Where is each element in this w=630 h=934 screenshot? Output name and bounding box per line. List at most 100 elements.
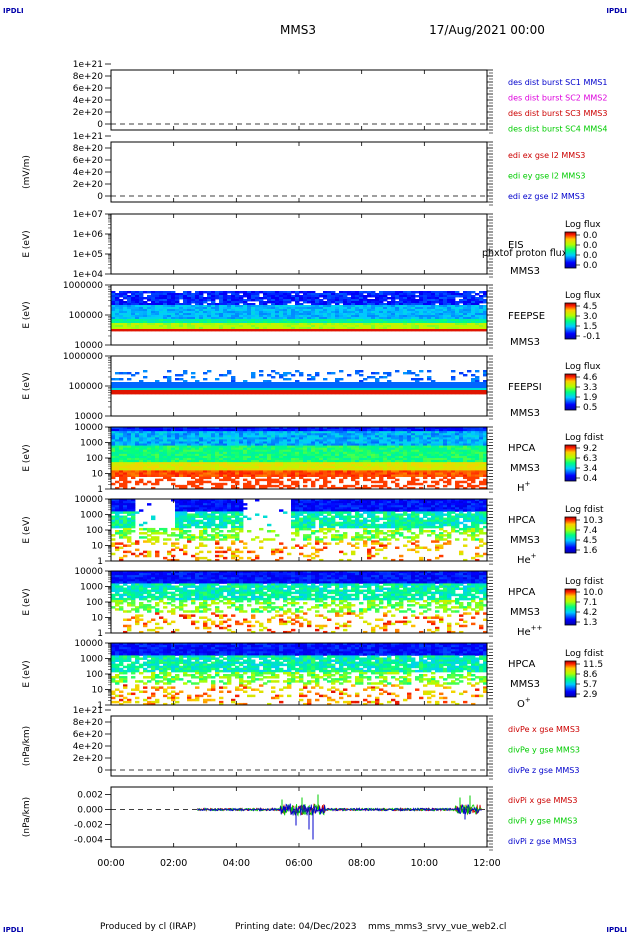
spectrogram-cell — [271, 447, 276, 451]
spectrogram-cell — [435, 313, 440, 316]
spectrogram-cell — [403, 462, 408, 465]
instrument-label: EIS — [508, 240, 524, 251]
spectrogram-cell — [123, 455, 128, 459]
spectrogram-cell — [151, 472, 156, 475]
spectrogram-cell — [183, 486, 188, 490]
spectrogram-cell — [463, 445, 468, 449]
spectrogram-cell — [219, 301, 224, 304]
spectrogram-cell — [395, 464, 400, 467]
spectrogram-cell — [375, 480, 380, 484]
spectrogram-cell — [355, 291, 360, 294]
spectrogram-cell — [391, 303, 396, 306]
spectrogram-cell — [235, 439, 240, 442]
spectrogram-cell — [435, 390, 440, 393]
spectrogram-cell — [439, 468, 444, 471]
spectrogram-cell — [175, 484, 180, 488]
spectrogram-cell — [179, 313, 184, 316]
spectrogram-cell — [407, 295, 412, 298]
spectrogram-cell — [423, 388, 428, 391]
spectrogram-cell — [155, 441, 160, 444]
spectrogram-cell — [159, 392, 164, 395]
spectrogram-cell — [247, 297, 252, 300]
spectrogram-cell — [343, 315, 348, 318]
spectrogram-cell — [279, 437, 284, 440]
spectrogram-cell — [247, 315, 252, 318]
spectrogram-cell — [307, 297, 312, 300]
spectrogram-cell — [315, 325, 320, 328]
spectrogram-cell — [339, 382, 344, 385]
spectrogram-cell — [335, 427, 340, 430]
spectrogram-cell — [175, 474, 180, 477]
spectrogram-cell — [307, 384, 312, 387]
spectrogram-cell — [219, 295, 224, 298]
spectrogram-cell — [255, 390, 260, 393]
spectrogram-cell — [387, 313, 392, 316]
spectrogram-cell — [287, 458, 292, 461]
spectrogram-cell — [283, 313, 288, 316]
spectrogram-cell — [255, 309, 260, 312]
spectrogram-cell — [439, 466, 444, 469]
spectrogram-cell — [199, 429, 204, 432]
spectrogram-cell — [215, 309, 220, 312]
spectrogram-cell — [435, 301, 440, 304]
spectrogram-cell — [427, 309, 432, 312]
spectrogram-cell — [443, 460, 448, 463]
spectrogram-cell — [343, 466, 348, 469]
spectrogram-cell — [323, 474, 328, 477]
spectrogram-cell — [303, 445, 308, 449]
spectrogram-cell — [131, 435, 136, 438]
spectrogram-cell — [135, 439, 140, 442]
corner-label-bottom-right: IPDLI — [606, 926, 627, 934]
spectrogram-cell — [403, 315, 408, 318]
spectrogram-cell — [207, 386, 212, 389]
spectrogram-cell — [427, 484, 432, 488]
spectrogram-cell — [319, 437, 324, 440]
spectrogram-cell — [451, 301, 456, 304]
spectrogram-cell — [463, 384, 468, 387]
spectrogram-cell — [275, 431, 280, 434]
spectrogram-cell — [135, 317, 140, 320]
spectrogram-cell — [371, 449, 376, 453]
spectrogram-cell — [383, 319, 388, 322]
spectrogram-cell — [155, 315, 160, 318]
spectrogram-cell — [331, 455, 336, 459]
spectrogram-cell — [179, 429, 184, 432]
spectrogram-cell — [191, 484, 196, 488]
spectrogram-cell — [375, 384, 380, 387]
spectrogram-cell — [207, 325, 212, 328]
spectrogram-cell — [399, 433, 404, 436]
spectrogram-cell — [279, 472, 284, 475]
spectrogram-cell — [259, 386, 264, 389]
spectrogram-cell — [187, 390, 192, 393]
spectrogram-cell — [363, 431, 368, 434]
spectrogram-cell — [119, 439, 124, 442]
spectrogram-cell — [211, 439, 216, 442]
spectrogram-cell — [159, 427, 164, 430]
spectrogram-cell — [275, 478, 280, 482]
spectrogram-cell — [323, 295, 328, 298]
spectrogram-cell — [331, 301, 336, 304]
spectrogram-cell — [387, 388, 392, 391]
spectrogram-cell — [331, 476, 336, 480]
spectrogram-cell — [483, 299, 488, 302]
spectrogram-cell — [403, 301, 408, 304]
spectrogram-cell — [383, 460, 388, 463]
spectrogram-cell — [367, 472, 372, 475]
spectrogram-cell — [259, 449, 264, 453]
spectrogram-cell — [179, 329, 184, 332]
spectrogram-cell — [227, 431, 232, 434]
spectrogram-cell — [147, 472, 152, 475]
spectrogram-cell — [355, 445, 360, 449]
spectrogram-cell — [427, 321, 432, 324]
spectrogram-cell — [163, 376, 168, 379]
spectrogram-cell — [387, 486, 392, 490]
spectrogram-cell — [119, 313, 124, 316]
spectrogram-cell — [383, 435, 388, 438]
spectrogram-cell — [247, 427, 252, 430]
spectrogram-cell — [179, 455, 184, 459]
spectrogram-cell — [275, 455, 280, 459]
spectrogram-cell — [131, 470, 136, 473]
spectrogram-cell — [475, 319, 480, 322]
spectrogram-cell — [231, 319, 236, 322]
spectrogram-cell — [183, 449, 188, 453]
